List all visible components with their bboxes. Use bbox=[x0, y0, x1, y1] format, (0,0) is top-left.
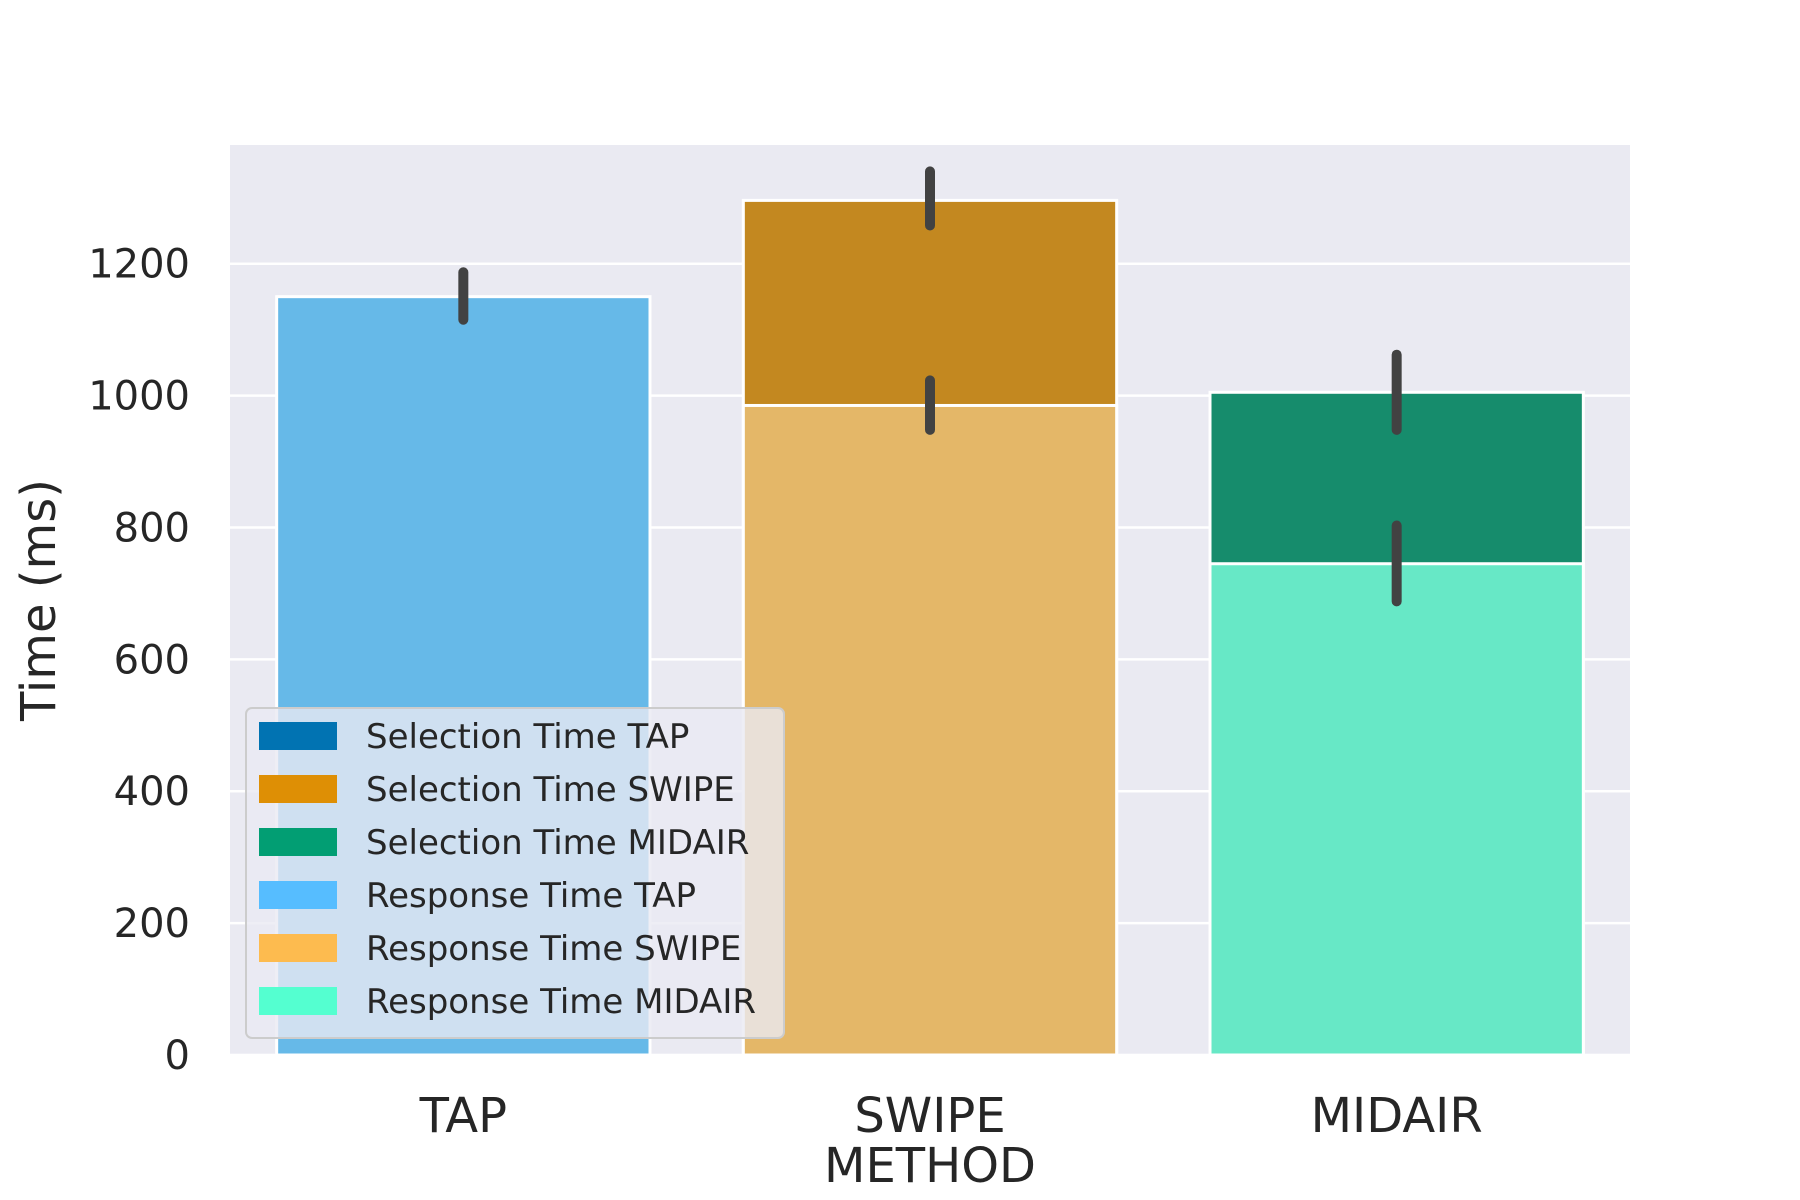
legend-swatch bbox=[259, 934, 337, 962]
y-tick-label: 400 bbox=[114, 769, 190, 815]
y-tick-label: 1200 bbox=[88, 242, 190, 288]
legend-label: Selection Time TAP bbox=[366, 717, 689, 757]
legend-label: Selection Time SWIPE bbox=[366, 770, 735, 810]
x-tick-label: MIDAIR bbox=[1311, 1088, 1483, 1144]
legend-swatch bbox=[259, 828, 337, 856]
legend-box bbox=[245, 707, 785, 1039]
legend-label: Response Time MIDAIR bbox=[366, 982, 756, 1022]
legend-label: Response Time TAP bbox=[366, 876, 696, 916]
legend-swatch bbox=[259, 722, 337, 750]
y-tick-labels: 0 200 400 600 800 1000 1200 bbox=[88, 242, 190, 1079]
legend: Selection Time TAP Selection Time SWIPE Se… bbox=[245, 707, 785, 1039]
bar-response-time-swipe bbox=[741, 403, 1119, 1057]
y-tick-label: 200 bbox=[114, 901, 190, 947]
bar-response-time-midair bbox=[1208, 562, 1585, 1057]
y-tick-label: 1000 bbox=[88, 374, 190, 420]
legend-label: Selection Time MIDAIR bbox=[366, 823, 749, 863]
legend-swatch bbox=[259, 881, 337, 909]
y-axis-label: Time (ms) bbox=[11, 479, 67, 722]
x-tick-labels: TAP SWIPE MIDAIR bbox=[419, 1088, 1483, 1144]
error-bars bbox=[458, 166, 1402, 607]
x-axis-label: METHOD bbox=[824, 1138, 1036, 1194]
x-tick-label: TAP bbox=[419, 1088, 507, 1144]
y-tick-label: 0 bbox=[165, 1033, 190, 1079]
y-tick-label: 600 bbox=[114, 637, 190, 683]
bars bbox=[275, 198, 1585, 1057]
x-tick-label: SWIPE bbox=[854, 1088, 1005, 1144]
y-tick-label: 800 bbox=[114, 505, 190, 551]
legend-label: Response Time SWIPE bbox=[366, 929, 741, 969]
legend-swatch bbox=[259, 987, 337, 1015]
legend-swatch bbox=[259, 775, 337, 803]
